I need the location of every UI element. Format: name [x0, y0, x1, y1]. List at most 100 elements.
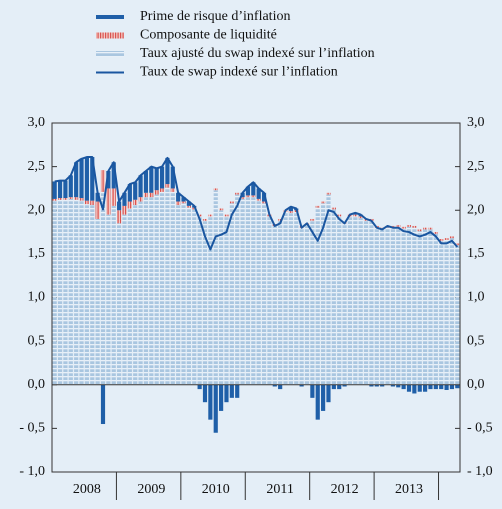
- bar: [181, 203, 186, 385]
- bar: [235, 194, 240, 385]
- y-tick-label: 1,5: [28, 246, 46, 261]
- bar: [428, 384, 433, 390]
- bar: [149, 197, 154, 385]
- bar: [57, 198, 63, 200]
- bar: [251, 195, 256, 198]
- bar: [444, 238, 449, 240]
- bar: [245, 186, 251, 196]
- bar: [100, 384, 106, 425]
- bar: [337, 384, 342, 390]
- bar: [326, 192, 331, 195]
- bar: [79, 158, 84, 199]
- bar: [406, 226, 412, 385]
- bar: [170, 188, 175, 192]
- bar: [68, 197, 73, 199]
- bar: [256, 188, 261, 199]
- bar: [159, 188, 165, 192]
- bar: [106, 188, 111, 215]
- y2-tick-label: 1,0: [467, 290, 485, 305]
- legend-swatch: [96, 32, 124, 39]
- bar: [208, 216, 213, 385]
- bar: [127, 201, 132, 209]
- legend-label: Prime de risque d’inflation: [140, 9, 290, 24]
- bar: [412, 227, 417, 385]
- bar: [84, 200, 89, 205]
- bar: [117, 201, 122, 211]
- bar: [401, 384, 406, 390]
- y2-tick-label: - 1,0: [467, 464, 493, 479]
- bar: [197, 384, 202, 390]
- bar: [240, 197, 245, 199]
- bar: [278, 220, 283, 385]
- y-tick-label: - 0,5: [19, 421, 45, 436]
- bar: [100, 170, 106, 192]
- bar: [176, 205, 181, 385]
- bar: [79, 200, 84, 385]
- bar: [68, 198, 73, 385]
- bar: [219, 208, 224, 211]
- x-tick-label: 2013: [395, 482, 423, 497]
- bar: [358, 218, 363, 385]
- bar: [154, 168, 159, 191]
- bar: [52, 200, 57, 385]
- y2-tick-label: - 0,5: [467, 421, 493, 436]
- bar: [374, 384, 379, 387]
- bar: [176, 192, 181, 202]
- bar: [353, 214, 358, 217]
- bar: [315, 205, 320, 208]
- bar: [197, 214, 202, 217]
- bar: [208, 384, 213, 420]
- bar: [315, 207, 320, 385]
- y-tick-label: 0,0: [28, 377, 46, 392]
- bar: [95, 218, 100, 385]
- y2-tick-label: 2,0: [467, 202, 485, 217]
- bar: [202, 218, 208, 221]
- bar: [331, 209, 336, 385]
- bar: [74, 199, 79, 385]
- bar: [154, 190, 159, 195]
- bar: [310, 384, 315, 398]
- bar: [417, 229, 422, 232]
- bar: [363, 220, 369, 385]
- bar: [149, 166, 154, 193]
- bar: [111, 188, 116, 206]
- y2-tick-label: 3,0: [467, 115, 485, 130]
- bar: [122, 192, 127, 206]
- bar: [288, 211, 293, 213]
- legend-swatch: [96, 15, 124, 19]
- bar: [224, 216, 229, 385]
- bar: [423, 227, 428, 230]
- bar: [111, 205, 116, 385]
- bar: [374, 227, 379, 385]
- y2-tick-label: 1,5: [467, 246, 485, 261]
- bar: [95, 201, 100, 219]
- bar: [444, 384, 449, 390]
- bar: [272, 225, 277, 385]
- bar: [79, 198, 84, 201]
- legend-label: Composante de liquidité: [140, 28, 277, 43]
- bar: [52, 198, 57, 201]
- bar: [106, 214, 111, 385]
- bar: [165, 187, 170, 385]
- bar: [321, 201, 326, 204]
- bar: [219, 384, 224, 411]
- bar: [326, 194, 331, 385]
- line: [54, 156, 459, 251]
- bar: [337, 214, 342, 217]
- bar: [149, 192, 154, 198]
- bar: [138, 197, 143, 202]
- bar: [165, 157, 170, 185]
- bar: [455, 243, 460, 246]
- bar: [439, 239, 444, 241]
- bar: [213, 190, 218, 385]
- bar: [208, 214, 213, 217]
- bar: [181, 197, 186, 202]
- bar: [84, 204, 89, 385]
- bar: [186, 205, 191, 208]
- bar: [261, 201, 267, 204]
- bar: [90, 200, 95, 206]
- bar: [396, 384, 401, 388]
- bar: [74, 162, 79, 198]
- bar: [401, 226, 406, 229]
- bar: [138, 175, 143, 198]
